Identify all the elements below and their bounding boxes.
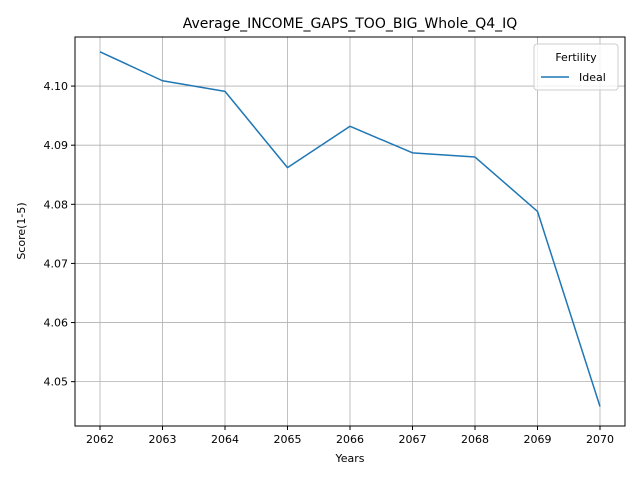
x-tick-label: 2067 <box>399 433 427 446</box>
legend-label-ideal: Ideal <box>579 71 606 84</box>
legend: Fertility Ideal <box>533 43 619 91</box>
y-tick-label: 4.06 <box>44 317 69 330</box>
x-tick-label: 2064 <box>211 433 239 446</box>
x-axis-label: Years <box>334 452 364 465</box>
x-tick-label: 2066 <box>336 433 364 446</box>
y-tick-label: 4.10 <box>44 80 69 93</box>
legend-box <box>533 43 619 91</box>
chart-title: Average_INCOME_GAPS_TOO_BIG_Whole_Q4_IQ <box>183 16 518 32</box>
legend-title: Fertility <box>555 51 597 64</box>
grid-lines <box>75 37 625 426</box>
y-tick-label: 4.05 <box>44 376 69 389</box>
x-tick-label: 2062 <box>86 433 114 446</box>
x-tick-label: 2068 <box>461 433 489 446</box>
x-tick-label: 2070 <box>586 433 614 446</box>
y-tick-label: 4.07 <box>44 257 69 270</box>
x-tick-label: 2063 <box>149 433 177 446</box>
y-axis-ticks: 4.05 4.06 4.07 4.08 4.09 4.10 <box>44 80 75 389</box>
y-tick-label: 4.09 <box>44 139 69 152</box>
x-tick-label: 2065 <box>274 433 302 446</box>
y-tick-label: 4.08 <box>44 198 69 211</box>
series-line-ideal <box>99 51 601 407</box>
x-tick-label: 2069 <box>524 433 552 446</box>
x-axis-ticks: 2062 2063 2064 2065 2066 2067 2068 2069 2070 <box>86 426 614 446</box>
series-layer <box>99 51 601 407</box>
y-axis-label: Score(1-5) <box>15 202 28 259</box>
